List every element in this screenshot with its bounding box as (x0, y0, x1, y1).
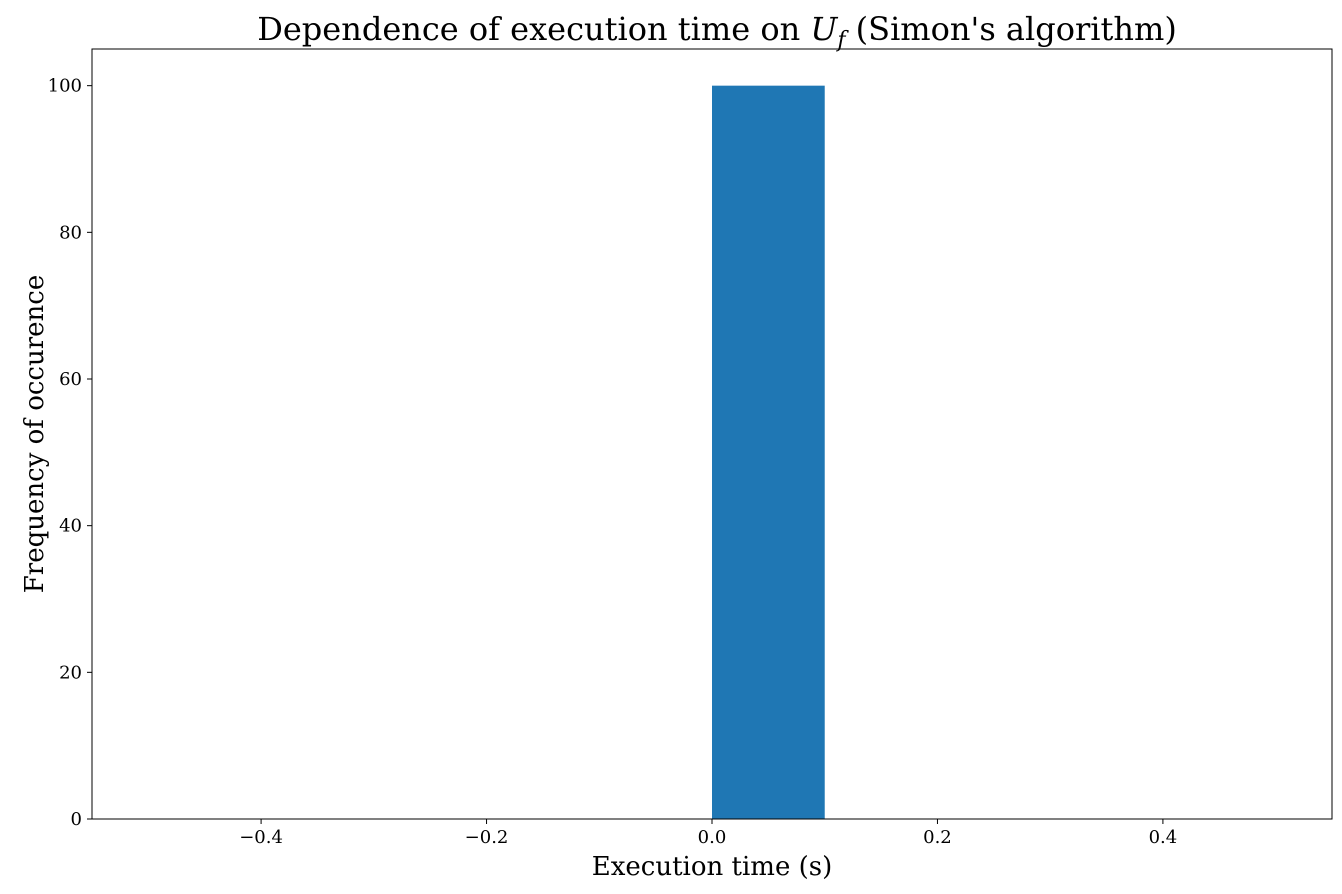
y-tick-label: 20 (59, 662, 82, 683)
y-tick-label: 80 (59, 222, 82, 243)
chart-title: Dependence of execution time on Uf (Simo… (257, 10, 1177, 53)
x-tick-label: 0.2 (923, 827, 952, 848)
y-axis-label: Frequency of occurence (20, 275, 50, 593)
y-tick-label: 40 (59, 516, 82, 537)
y-tick-label: 100 (48, 76, 82, 97)
x-tick-label: 0.4 (1149, 827, 1178, 848)
x-tick-label: −0.4 (239, 827, 283, 848)
chart-title-suffix: (Simon's algorithm) (845, 10, 1176, 48)
histogram-bar-0 (712, 85, 825, 819)
chart-title-prefix: Dependence of execution time on (257, 10, 810, 48)
x-axis-label: Execution time (s) (592, 852, 832, 882)
chart-title-math-main: U (810, 10, 838, 48)
y-tick-label: 60 (59, 369, 82, 390)
x-tick-label: −0.2 (465, 827, 509, 848)
ticks-layer: −0.4 −0.2 0.0 0.2 0.4 0 20 40 60 80 100 (48, 76, 1178, 848)
y-tick-label: 0 (71, 809, 82, 830)
bars-layer (712, 85, 825, 819)
x-tick-label: 0.0 (698, 827, 727, 848)
